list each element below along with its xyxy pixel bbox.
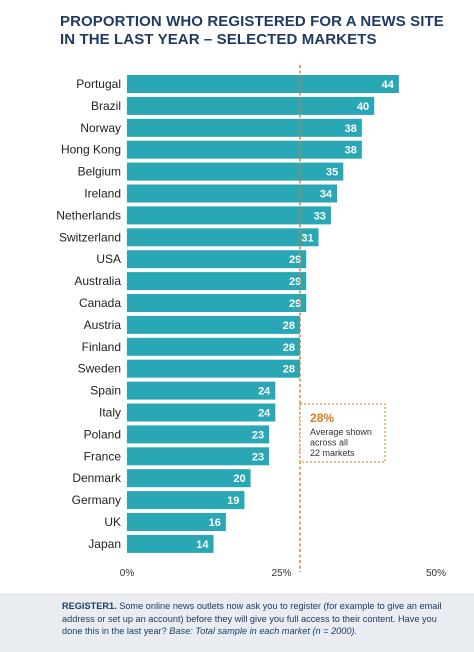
bar-japan xyxy=(127,534,214,553)
bar-hong-kong xyxy=(127,140,362,159)
bar-finland xyxy=(127,337,301,356)
category-label: Denmark xyxy=(72,471,122,485)
category-label: Canada xyxy=(79,296,121,310)
value-label: 29 xyxy=(289,254,301,266)
annotation-text-line: 22 markets xyxy=(310,448,355,458)
category-label: Finland xyxy=(82,340,121,354)
bar-austria xyxy=(127,315,301,334)
x-axis-ticks: 0% 25% 50% xyxy=(120,568,446,579)
value-label: 44 xyxy=(382,79,395,91)
category-label: Italy xyxy=(99,406,121,420)
value-label: 28 xyxy=(283,342,295,354)
footnote-text: REGISTER1. Some online news outlets now … xyxy=(62,600,457,638)
value-label: 28 xyxy=(283,364,295,376)
footnote-code: REGISTER1. xyxy=(62,601,117,611)
bar-sweden xyxy=(127,359,301,378)
value-label: 29 xyxy=(289,276,301,288)
value-label: 31 xyxy=(301,232,313,244)
bar-ireland xyxy=(127,184,338,203)
category-label: USA xyxy=(96,252,121,266)
value-label: 40 xyxy=(357,101,369,113)
chart-title: PROPORTION WHO REGISTERED FOR A NEWS SIT… xyxy=(60,13,444,48)
value-label: 34 xyxy=(320,189,333,201)
value-label: 23 xyxy=(252,429,264,441)
category-label: Portugal xyxy=(76,77,121,91)
category-label: Belgium xyxy=(78,165,121,179)
category-label: Australia xyxy=(74,274,121,288)
category-label: Hong Kong xyxy=(61,143,121,157)
x-tick-label: 50% xyxy=(426,568,446,579)
value-label: 14 xyxy=(196,539,209,551)
bar-netherlands xyxy=(127,206,331,225)
bar-france xyxy=(127,447,270,466)
value-label: 23 xyxy=(252,451,264,463)
bar-switzerland xyxy=(127,228,319,247)
category-label: France xyxy=(84,449,122,463)
value-label: 29 xyxy=(289,298,301,310)
category-label: Sweden xyxy=(78,362,121,376)
value-label: 19 xyxy=(227,495,239,507)
annotation-text-line: across all xyxy=(310,438,348,448)
bar-usa xyxy=(127,250,307,269)
value-label: 24 xyxy=(258,386,271,398)
value-label: 38 xyxy=(345,123,357,135)
bar-germany xyxy=(127,491,245,510)
value-label: 20 xyxy=(233,473,245,485)
value-label: 38 xyxy=(345,145,357,157)
category-label: Spain xyxy=(90,384,121,398)
bar-belgium xyxy=(127,162,344,181)
bar-poland xyxy=(127,425,270,444)
bar-uk xyxy=(127,513,226,531)
footnote-base: Base: Total sample in each market (n = 2… xyxy=(169,626,358,636)
value-label: 16 xyxy=(209,517,221,529)
category-label: Japan xyxy=(88,537,121,551)
category-label: Brazil xyxy=(91,99,121,113)
annotation-box xyxy=(299,403,386,463)
category-label: Norway xyxy=(80,121,121,135)
bar-canada xyxy=(127,294,307,312)
category-label: UK xyxy=(104,515,121,529)
annotation-text-line: Average shown xyxy=(310,427,372,437)
x-tick-label: 0% xyxy=(120,568,135,579)
footnote-question: Some online news outlets now ask you to … xyxy=(62,601,442,636)
category-label: Switzerland xyxy=(59,230,121,244)
bar-spain xyxy=(127,381,276,400)
bar-norway xyxy=(127,118,362,137)
footnote-panel: REGISTER1. Some online news outlets now … xyxy=(0,593,474,652)
x-tick-label: 25% xyxy=(271,568,291,579)
category-label: Poland xyxy=(84,427,121,441)
bar-australia xyxy=(127,272,307,291)
bars-group: Portugal 44 Brazil 40 Norway 38 Hong Kong 38 Bel… xyxy=(56,75,399,553)
category-label: Austria xyxy=(84,318,122,332)
annotation-value: 28% xyxy=(310,411,334,425)
value-label: 33 xyxy=(314,210,326,222)
value-label: 35 xyxy=(326,167,338,179)
bar-portugal xyxy=(127,75,399,93)
category-label: Netherlands xyxy=(56,208,121,222)
bar-chart: Portugal 44 Brazil 40 Norway 38 Hong Kong 38 Bel… xyxy=(56,65,446,579)
bar-denmark xyxy=(127,469,251,488)
bar-brazil xyxy=(127,96,375,115)
category-label: Germany xyxy=(72,493,121,507)
bar-italy xyxy=(127,403,276,422)
value-label: 28 xyxy=(283,320,295,332)
category-label: Ireland xyxy=(84,187,121,201)
value-label: 24 xyxy=(258,408,271,420)
